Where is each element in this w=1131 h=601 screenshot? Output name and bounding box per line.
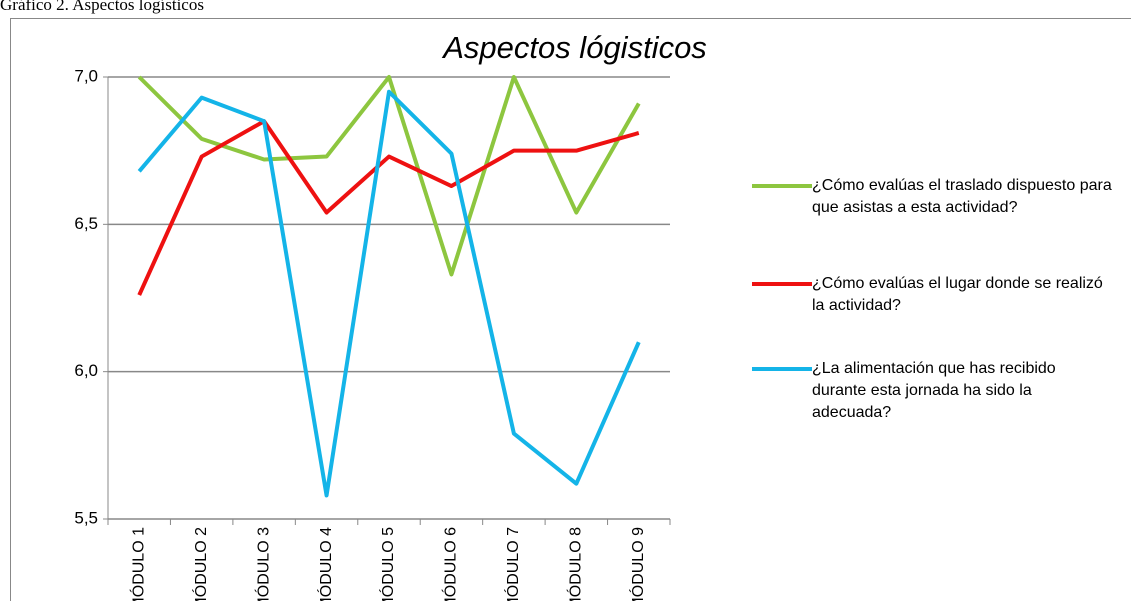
y-tick-label: 6,0 xyxy=(74,361,98,380)
series-line xyxy=(137,89,641,498)
legend-label: ¿Cómo evalúas el traslado dispuesto para… xyxy=(812,177,1112,216)
x-tick-label: MÓDULO 7 xyxy=(503,527,522,601)
caption: Gráfico 2. Aspectos logísticos xyxy=(0,0,204,14)
legend-label: ¿La alimentación que has recibido durant… xyxy=(812,360,1056,421)
y-tick-label: 6,5 xyxy=(74,214,98,233)
x-tick-label: MÓDULO 9 xyxy=(628,527,647,601)
y-tick-label: 5,5 xyxy=(74,508,98,527)
x-tick-label: MÓDULO 1 xyxy=(128,527,147,601)
chart-title: Aspectos lógisticos xyxy=(441,30,707,65)
legend-label: ¿Cómo evalúas el lugar donde se realizó … xyxy=(812,275,1103,314)
y-tick-label: 7,0 xyxy=(74,66,98,85)
x-tick-label: MÓDULO 3 xyxy=(253,527,272,601)
x-tick-label: MÓDULO 4 xyxy=(316,527,335,601)
chart-frame xyxy=(10,18,1131,601)
series-line xyxy=(137,75,641,277)
x-tick-label: MÓDULO 5 xyxy=(378,527,397,601)
x-tick-label: MÓDULO 6 xyxy=(441,527,460,601)
x-tick-label: MÓDULO 2 xyxy=(191,527,210,601)
series-line xyxy=(137,119,640,296)
x-tick-label: MÓDULO 8 xyxy=(566,527,585,601)
